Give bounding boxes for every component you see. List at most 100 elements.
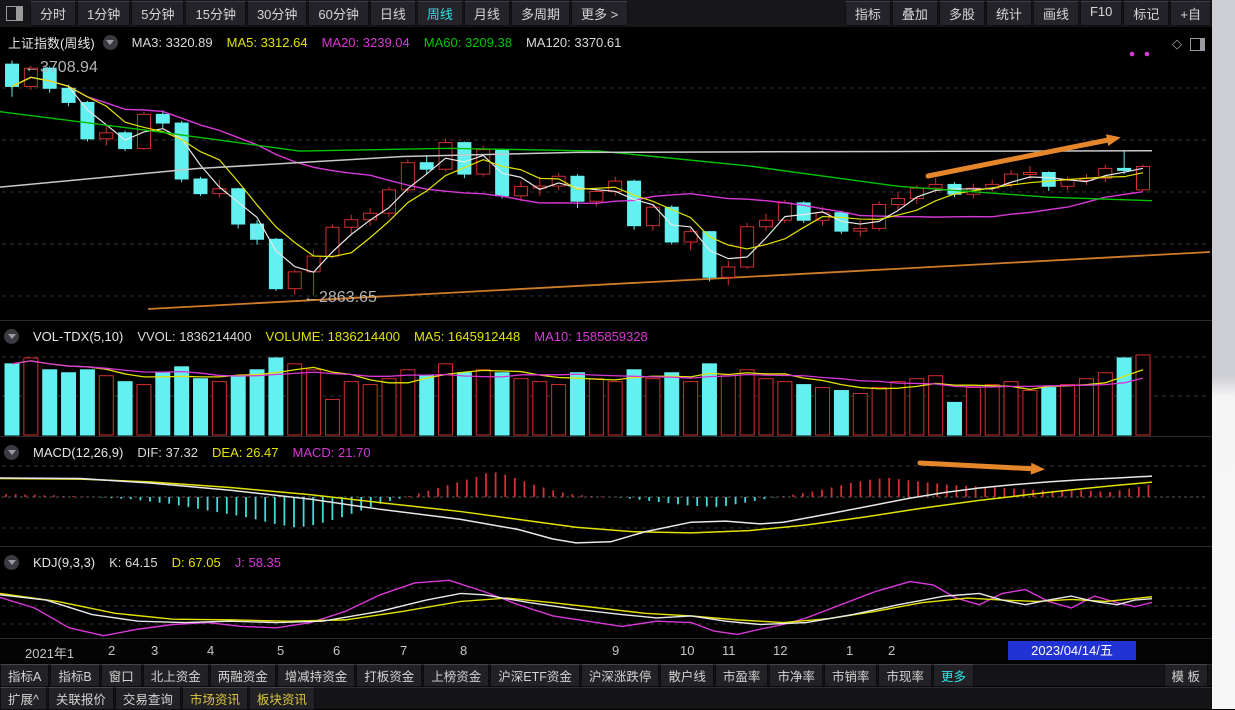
macd-value: DIF: 37.32 <box>137 444 199 460</box>
kdj-value: J: 58.35 <box>234 554 281 570</box>
toolbar-button-增减持资金[interactable]: 增减持资金 <box>276 664 356 687</box>
toolbar-button-市净率[interactable]: 市净率 <box>769 664 823 687</box>
ma-value: MA120: 3370.61 <box>525 34 622 50</box>
axis-month-label: 6 <box>333 643 341 658</box>
vol-indicator-name: VOL-TDX(5,10) <box>33 328 124 344</box>
toolbar-button-指标B[interactable]: 指标B <box>50 664 100 687</box>
period-tab-多周期[interactable]: 多周期 <box>510 1 570 26</box>
chart-canvas[interactable]: ←3708.94 ←2863.65 <box>0 0 1212 709</box>
ma-value: MA5: 3312.64 <box>226 34 308 50</box>
period-tab-1分钟[interactable]: 1分钟 <box>77 1 131 26</box>
diamond-icon[interactable]: ◇ <box>1172 36 1182 51</box>
toolbar-button-市盈率[interactable]: 市盈率 <box>714 664 769 687</box>
period-tab-分时[interactable]: 分时 <box>30 1 77 26</box>
toolbar-button-市现率[interactable]: 市现率 <box>878 664 932 687</box>
toolbar-button-板块资讯[interactable]: 板块资讯 <box>248 687 315 710</box>
tool-button-+自[interactable]: +自 <box>1170 1 1211 26</box>
volume-series <box>4 354 1151 436</box>
toolbar-button-沪深ETF资金[interactable]: 沪深ETF资金 <box>490 664 580 687</box>
trendline-annotation[interactable] <box>147 251 1211 310</box>
macd-series <box>0 472 1153 544</box>
ma-value: MA20: 3239.04 <box>321 34 410 50</box>
panel-gridlines <box>0 87 1212 639</box>
toolbar-button-扩展^[interactable]: 扩展^ <box>0 687 47 710</box>
toolbar-button-散户线[interactable]: 散户线 <box>660 664 714 687</box>
desktop-background-strip <box>1212 0 1235 709</box>
macd-indicator-name: MACD(12,26,9) <box>33 444 124 460</box>
period-tab-5分钟[interactable]: 5分钟 <box>131 1 185 26</box>
macd-value: MACD: 21.70 <box>292 444 371 460</box>
price-labels: ←3708.94 ←2863.65 <box>24 51 1150 306</box>
toolbar-button-窗口[interactable]: 窗口 <box>100 664 142 687</box>
period-tab-15分钟[interactable]: 15分钟 <box>185 1 246 26</box>
kdj-value: K: 64.15 <box>109 554 158 570</box>
toolbar-button-沪深涨跌停[interactable]: 沪深涨跌停 <box>580 664 660 687</box>
macd-value: DEA: 26.47 <box>212 444 279 460</box>
toolbar-button-上榜资金[interactable]: 上榜资金 <box>423 664 490 687</box>
tool-button-F10[interactable]: F10 <box>1079 1 1123 26</box>
period-tab-周线[interactable]: 周线 <box>416 1 463 26</box>
axis-month-label: 2 <box>108 643 116 658</box>
axis-month-label: 4 <box>207 643 215 658</box>
vol-value: MA10: 1585859328 <box>534 328 648 344</box>
axis-month-label: 2021年1 <box>25 646 75 661</box>
svg-text:←3708.94: ←3708.94 <box>24 59 98 76</box>
axis-month-label: 3 <box>151 643 159 658</box>
tool-button-指标[interactable]: 指标 <box>844 1 891 26</box>
info-buttons: 扩展^ 关联报价 交易查询 市场资讯 板块资讯 <box>0 687 316 710</box>
axis-month-label: 9 <box>612 643 620 658</box>
macd-panel-header: MACD(12,26,9) DIF: 37.32 DEA: 26.47 MACD: … <box>4 442 399 462</box>
axis-month-label: 8 <box>460 643 468 658</box>
tool-button-统计[interactable]: 统计 <box>985 1 1032 26</box>
period-tab-月线[interactable]: 月线 <box>463 1 510 26</box>
period-tab-60分钟[interactable]: 60分钟 <box>308 1 369 26</box>
instrument-title: 上证指数(周线) <box>8 35 95 51</box>
more-indicators-button[interactable]: 更多 <box>932 664 974 687</box>
template-button[interactable]: 模 板 <box>1163 664 1208 687</box>
toolbar-button-关联报价[interactable]: 关联报价 <box>47 687 114 710</box>
axis-month-label: 1 <box>846 643 854 658</box>
period-tab-30分钟[interactable]: 30分钟 <box>246 1 308 26</box>
trend-arrow-annotations[interactable] <box>917 134 1121 475</box>
svg-text:←2863.65: ←2863.65 <box>303 289 377 306</box>
tool-button-画线[interactable]: 画线 <box>1032 1 1079 26</box>
header-corner-icons: ◇ <box>1172 36 1205 52</box>
tool-button-叠加[interactable]: 叠加 <box>891 1 938 26</box>
collapse-macd-chevron-icon[interactable] <box>4 444 19 460</box>
period-tab-日线[interactable]: 日线 <box>369 1 416 26</box>
indicator-toolbar: 指标A 指标B 窗口 北上资金 两融资金 增减持资金 打板资金 上榜资金 沪深ETF资金 沪深涨跌… <box>0 664 1212 687</box>
toolbar-button-打板资金[interactable]: 打板资金 <box>356 664 423 687</box>
toolbar-button-交易查询[interactable]: 交易查询 <box>114 687 181 710</box>
current-date-badge: 2023/04/14/五 <box>1008 641 1136 660</box>
ma-lines <box>0 76 1153 273</box>
period-tab-更多 >[interactable]: 更多 > <box>570 1 629 26</box>
toolbar-button-市场资讯[interactable]: 市场资讯 <box>181 687 248 710</box>
date-axis[interactable]: 2023/04/14/五 2021年1 2 3 4 5 6 7 8 9 10 11 12 1 2 <box>0 640 1212 663</box>
kdj-values: K: 64.15 D: 67.05 J: 58.35 <box>109 555 295 570</box>
main-chart-header: 上证指数(周线) MA3: 3320.89 MA5: 3312.64 MA20: 3… <box>8 32 649 52</box>
axis-month-label: 7 <box>400 643 408 658</box>
split-window-icon[interactable] <box>1190 37 1205 51</box>
macd-values: DIF: 37.32 DEA: 26.47 MACD: 21.70 <box>137 445 384 460</box>
indicator-buttons: 指标A 指标B 窗口 北上资金 两融资金 增减持资金 打板资金 上榜资金 沪深ETF资金 沪深涨跌… <box>0 664 933 687</box>
axis-month-label: 5 <box>277 643 285 658</box>
tool-button-多股[interactable]: 多股 <box>938 1 985 26</box>
kdj-indicator-name: KDJ(9,3,3) <box>33 554 96 570</box>
collapse-vol-chevron-icon[interactable] <box>4 328 19 344</box>
kdj-series <box>0 579 1153 637</box>
tool-button-标记[interactable]: 标记 <box>1123 1 1170 26</box>
layout-toggle-icon[interactable] <box>6 6 23 21</box>
toolbar-button-市销率[interactable]: 市销率 <box>823 664 878 687</box>
collapse-kdj-chevron-icon[interactable] <box>4 554 19 570</box>
topbar-right-buttons: 指标 叠加 多股 统计 画线 F10 标记 +自 <box>844 1 1212 26</box>
vol-value: MA5: 1645912448 <box>413 328 521 344</box>
collapse-main-chevron-icon[interactable] <box>102 34 118 50</box>
ma-values: MA3: 3320.89 MA5: 3312.64 MA20: 3239.04 MA6… <box>132 35 636 50</box>
period-toolbar: 分时 1分钟 5分钟 15分钟 30分钟 60分钟 日线 周线 月线 多周期 更多 > 指标 叠加 多股… <box>0 0 1212 28</box>
toolbar-button-指标A[interactable]: 指标A <box>0 664 50 687</box>
kdj-panel-header: KDJ(9,3,3) K: 64.15 D: 67.05 J: 58.35 <box>4 552 309 572</box>
toolbar-button-北上资金[interactable]: 北上资金 <box>142 664 209 687</box>
toolbar-button-两融资金[interactable]: 两融资金 <box>209 664 276 687</box>
vol-value: VOLUME: 1836214400 <box>265 328 400 344</box>
